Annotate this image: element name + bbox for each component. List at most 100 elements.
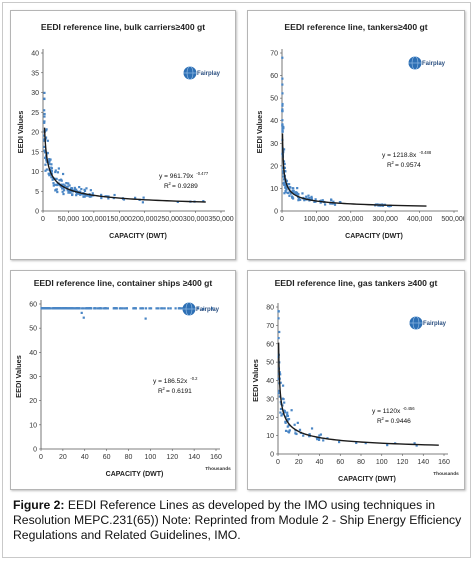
data-point: [299, 198, 302, 201]
r-squared-label: R: [158, 388, 163, 395]
r-squared-value: = 0.9289: [172, 183, 198, 190]
r-squared-value: = 0.9446: [385, 418, 411, 425]
trend-line: [43, 127, 206, 203]
data-point: [286, 411, 289, 414]
data-point: [277, 317, 280, 320]
data-point: [144, 317, 147, 320]
data-point: [284, 184, 287, 187]
y-tick-label: 60: [29, 302, 37, 309]
fairplay-logo: Fairplay: [182, 302, 220, 316]
data-point: [61, 307, 64, 310]
data-point: [321, 199, 324, 202]
data-point: [43, 97, 46, 101]
data-point: [296, 421, 299, 424]
data-point: [308, 433, 311, 436]
data-point: [52, 182, 55, 185]
data-point: [291, 189, 294, 193]
data-point: [322, 439, 325, 442]
data-point: [310, 195, 313, 198]
fairplay-logo-text: Fairplay: [422, 61, 446, 67]
data-point: [297, 193, 300, 196]
data-point: [125, 307, 128, 310]
data-point: [283, 401, 286, 404]
data-point: [43, 112, 46, 116]
r-squared-exponent: 2: [382, 416, 385, 421]
data-point: [281, 170, 285, 173]
data-point: [278, 330, 281, 334]
data-point: [281, 108, 284, 111]
data-point: [68, 190, 71, 193]
y-tick-label: 40: [266, 378, 274, 385]
data-point: [106, 307, 109, 310]
data-point: [285, 179, 288, 182]
data-point: [386, 443, 389, 447]
data-point: [91, 192, 94, 195]
data-point: [104, 307, 107, 310]
data-point: [48, 159, 51, 162]
data-point: [48, 162, 51, 165]
chart-title: EEDI reference line, tankers≥400 gt: [284, 22, 427, 32]
data-point: [61, 172, 65, 176]
data-point: [290, 409, 293, 412]
data-point: [48, 161, 51, 164]
y-tick-label: 10: [270, 186, 278, 193]
data-point: [66, 182, 69, 185]
x-tick-label: 250,000: [157, 216, 182, 223]
data-point: [50, 176, 53, 179]
trend-equation: y = 1120x: [372, 408, 401, 415]
data-point: [281, 413, 284, 416]
data-point: [293, 192, 296, 195]
data-point: [279, 381, 282, 384]
data-point: [43, 115, 46, 118]
x-axis-unit-label: Thousands: [205, 466, 231, 472]
data-point: [98, 307, 101, 310]
data-point: [287, 424, 290, 427]
data-point: [113, 193, 116, 197]
data-point: [281, 130, 284, 133]
chart-title: EEDI reference line, bulk carriers≥400 g…: [41, 22, 205, 32]
data-point: [196, 307, 200, 310]
data-point: [287, 418, 291, 421]
data-point: [329, 202, 332, 205]
data-point: [355, 441, 358, 445]
data-point: [56, 171, 60, 174]
data-point: [45, 128, 48, 131]
data-point: [332, 200, 335, 203]
data-point: [144, 307, 148, 310]
trend-line: [281, 133, 427, 207]
y-tick-label: 0: [270, 452, 274, 459]
figure-caption: Figure 2: EEDI Reference Lines as develo…: [13, 498, 465, 543]
data-point: [44, 149, 47, 152]
data-point: [278, 395, 281, 398]
data-point: [43, 109, 46, 112]
r-squared-exponent: 2: [169, 181, 172, 186]
r-squared-value: = 0.9574: [395, 162, 421, 169]
data-point: [65, 185, 69, 188]
x-axis-label: CAPACITY (DWT): [106, 471, 164, 478]
data-point: [281, 109, 284, 112]
data-point: [286, 425, 289, 428]
data-point: [51, 307, 54, 310]
data-point: [58, 179, 61, 182]
data-point: [82, 195, 85, 198]
data-point: [75, 194, 78, 197]
x-tick-label: 100: [145, 454, 157, 461]
data-point: [295, 432, 298, 436]
r-squared-label: R: [377, 418, 382, 425]
data-point: [79, 190, 82, 194]
data-point: [286, 191, 289, 194]
data-point: [314, 200, 317, 203]
data-point: [178, 307, 181, 310]
figure-caption-label: Figure 2:: [13, 498, 65, 512]
y-tick-label: 30: [266, 396, 274, 403]
data-point: [319, 433, 323, 436]
data-point: [277, 392, 280, 395]
x-axis-unit-label: Thousands: [433, 471, 459, 477]
x-tick-label: 100,000: [304, 216, 329, 223]
r-squared-label: R: [387, 162, 392, 169]
data-point: [282, 148, 286, 151]
chart-panel-bulk-carriers: EEDI reference line, bulk carriers≥400 g…: [10, 10, 236, 260]
data-point: [51, 178, 54, 181]
y-tick-label: 60: [270, 73, 278, 80]
data-point: [61, 190, 64, 193]
